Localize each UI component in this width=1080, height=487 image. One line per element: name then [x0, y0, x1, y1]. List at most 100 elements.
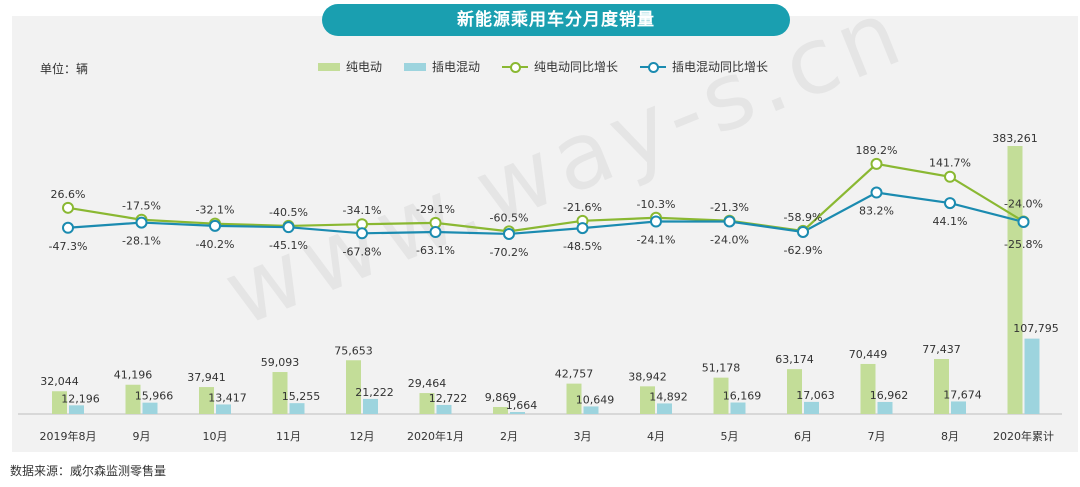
- legend-swatch-bev-growth: [502, 61, 529, 73]
- growth-label-phev-10: -62.9%: [784, 244, 823, 257]
- point-phev-growth-3: [282, 221, 295, 234]
- x-tick-label-4: 12月: [350, 430, 375, 443]
- bar-phev-9: [730, 402, 746, 414]
- growth-label-bev-13: -24.0%: [1004, 197, 1043, 210]
- x-tick-label-2: 10月: [203, 430, 228, 443]
- bar-label-bev-10: 63,174: [775, 353, 814, 366]
- x-tick-label-3: 11月: [276, 430, 301, 443]
- growth-label-phev-1: -28.1%: [122, 235, 161, 248]
- bar-label-phev-13: 107,795: [1013, 322, 1059, 335]
- bar-label-bev-13: 383,261: [992, 132, 1038, 145]
- chart-panel: [12, 16, 1078, 452]
- bar-phev-6: [510, 412, 525, 414]
- point-phev-growth-13: [1017, 215, 1030, 228]
- growth-label-bev-0: 26.6%: [51, 188, 86, 201]
- legend-swatch-phev: [404, 62, 427, 71]
- growth-label-bev-12: 141.7%: [929, 157, 971, 170]
- bar-phev-1: [142, 402, 158, 414]
- bar-phev-8: [657, 403, 672, 414]
- bar-label-phev-6: 1,664: [506, 399, 538, 412]
- bar-label-bev-12: 77,437: [922, 343, 961, 356]
- growth-label-bev-2: -32.1%: [196, 204, 235, 217]
- bar-label-bev-5: 29,464: [408, 377, 447, 390]
- bar-phev-0: [69, 405, 84, 414]
- point-phev-growth-5: [429, 226, 442, 239]
- point-phev-growth-1: [135, 216, 148, 229]
- bar-bev-3: [272, 372, 288, 414]
- bar-label-phev-0: 12,196: [61, 392, 100, 405]
- growth-label-phev-2: -40.2%: [196, 238, 235, 251]
- bar-label-bev-1: 41,196: [114, 369, 153, 382]
- bar-label-bev-11: 70,449: [849, 348, 888, 361]
- point-bev-growth-0: [62, 201, 74, 214]
- bar-label-bev-3: 59,093: [261, 356, 300, 369]
- bar-label-bev-9: 51,178: [702, 362, 741, 375]
- point-phev-growth-10: [797, 225, 809, 238]
- bar-bev-6: [493, 406, 508, 414]
- bar-label-bev-4: 75,653: [334, 344, 373, 357]
- growth-label-bev-4: -34.1%: [343, 204, 382, 217]
- bar-bev-10: [787, 369, 802, 414]
- bar-label-phev-9: 16,169: [723, 390, 762, 403]
- bar-label-phev-2: 13,417: [208, 391, 247, 404]
- point-phev-growth-6: [503, 227, 515, 240]
- growth-label-phev-6: -70.2%: [490, 246, 529, 259]
- bar-bev-12: [934, 359, 949, 414]
- legend-label-phev-growth: 插电混动同比增长: [672, 60, 769, 74]
- legend-label-phev: 插电混动: [432, 60, 481, 74]
- bar-phev-11: [877, 401, 893, 414]
- growth-label-phev-13: -25.8%: [1004, 238, 1043, 251]
- bar-bev-11: [860, 363, 876, 414]
- x-tick-label-12: 8月: [941, 430, 959, 443]
- point-phev-growth-8: [650, 215, 662, 228]
- chart-title: 新能源乘用车分月度销量: [322, 4, 790, 36]
- bar-phev-13: [1024, 338, 1040, 414]
- line-phev-growth: [67, 191, 1024, 236]
- line-bev-growth: [67, 162, 1025, 233]
- growth-label-bev-1: -17.5%: [122, 200, 161, 213]
- point-phev-growth-2: [209, 219, 221, 232]
- bar-phev-3: [289, 403, 305, 414]
- bar-label-bev-6: 9,869: [485, 391, 517, 404]
- growth-label-phev-9: -24.0%: [710, 233, 749, 246]
- bar-bev-8: [640, 386, 655, 414]
- point-phev-growth-11: [870, 186, 883, 199]
- x-tick-label-11: 7月: [868, 430, 886, 443]
- bar-bev-13: [1007, 146, 1023, 414]
- legend-swatch-bev: [318, 62, 340, 71]
- growth-label-bev-6: -60.5%: [490, 211, 529, 224]
- point-phev-growth-0: [62, 221, 74, 234]
- x-tick-label-8: 4月: [647, 430, 665, 443]
- x-tick-label-6: 2月: [500, 430, 518, 443]
- x-tick-label-1: 9月: [133, 430, 151, 443]
- source-note: 数据来源：威尔森监测零售量: [10, 464, 167, 478]
- bar-label-phev-7: 10,649: [576, 393, 615, 406]
- growth-label-phev-7: -48.5%: [563, 240, 602, 253]
- x-tick-label-13: 2020年累计: [993, 429, 1054, 443]
- bar-label-phev-1: 15,966: [135, 390, 174, 403]
- bar-bev-7: [566, 383, 582, 414]
- bar-bev-1: [125, 384, 141, 414]
- growth-label-bev-9: -21.3%: [710, 201, 749, 214]
- growth-label-phev-0: -47.3%: [49, 240, 88, 253]
- bar-label-phev-5: 12,722: [429, 392, 468, 405]
- legend-swatch-phev-growth: [640, 61, 667, 73]
- bar-label-phev-4: 21,222: [355, 386, 394, 399]
- growth-label-bev-3: -40.5%: [269, 206, 308, 219]
- growth-label-phev-8: -24.1%: [637, 234, 676, 247]
- bar-phev-10: [804, 401, 819, 414]
- point-phev-growth-12: [944, 197, 956, 210]
- bar-bev-0: [52, 391, 67, 414]
- bar-label-phev-10: 17,063: [796, 389, 835, 402]
- bar-phev-7: [583, 406, 599, 414]
- bar-label-phev-12: 17,674: [943, 388, 982, 401]
- bar-label-bev-8: 38,942: [628, 370, 667, 383]
- unit-label: 单位：辆: [40, 62, 89, 76]
- bar-bev-5: [419, 393, 435, 414]
- x-tick-label-10: 6月: [794, 430, 812, 443]
- x-tick-label-9: 5月: [721, 430, 739, 443]
- legend-item-bev-growth: 纯电动同比增长: [502, 58, 618, 75]
- point-phev-growth-4: [356, 227, 368, 240]
